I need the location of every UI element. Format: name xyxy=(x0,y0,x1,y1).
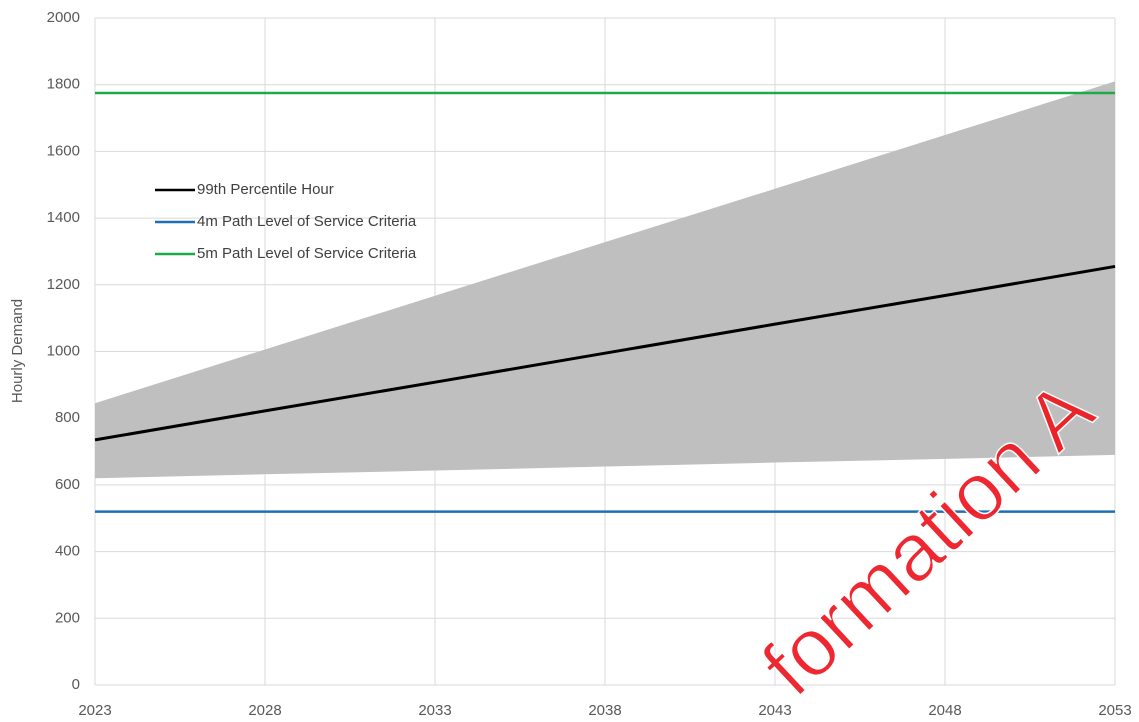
x-tick-label: 2028 xyxy=(248,702,281,719)
y-tick-label: 1200 xyxy=(47,276,80,293)
series-line xyxy=(94,264,1116,442)
y-tick-label: 400 xyxy=(55,543,80,560)
x-tick-label: 2033 xyxy=(418,702,451,719)
x-tick-label: 2043 xyxy=(758,702,791,719)
legend-label: 99th Percentile Hour xyxy=(197,181,334,198)
y-tick-label: 1600 xyxy=(47,142,80,159)
y-tick-label: 600 xyxy=(55,476,80,493)
y-tick-label: 800 xyxy=(55,409,80,426)
y-axis-title: Hourly Demand xyxy=(9,299,26,403)
y-tick-label: 1400 xyxy=(47,209,80,226)
band-area xyxy=(95,81,1115,479)
y-tick-label: 2000 xyxy=(47,9,80,26)
x-tick-label: 2048 xyxy=(928,702,961,719)
y-tick-label: 0 xyxy=(72,676,80,693)
legend-label: 5m Path Level of Service Criteria xyxy=(197,245,417,262)
x-tick-label: 2053 xyxy=(1098,702,1131,719)
legend-label: 4m Path Level of Service Criteria xyxy=(197,213,417,230)
y-tick-label: 1800 xyxy=(47,76,80,93)
x-tick-label: 2038 xyxy=(588,702,621,719)
y-tick-label: 1000 xyxy=(47,342,80,359)
x-tick-label: 2023 xyxy=(78,702,111,719)
y-tick-label: 200 xyxy=(55,609,80,626)
